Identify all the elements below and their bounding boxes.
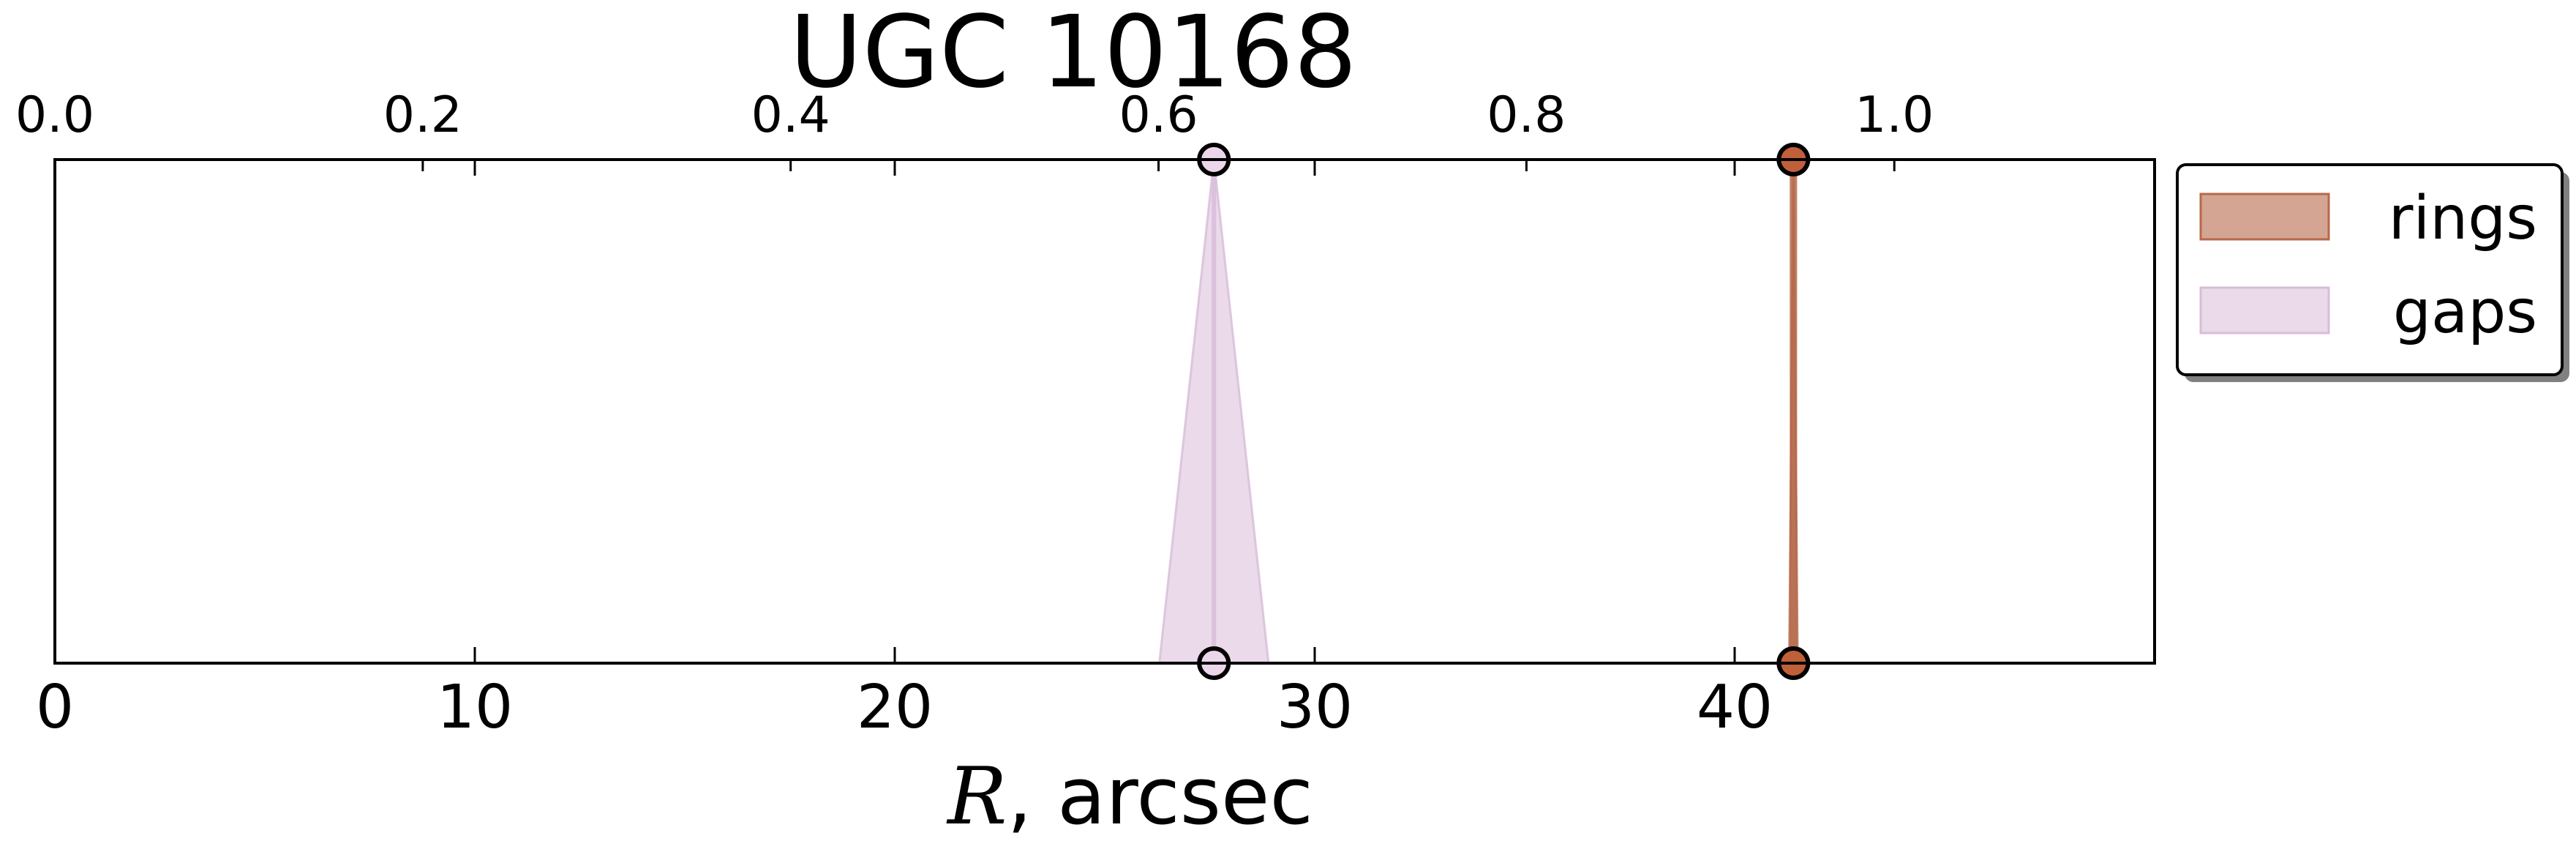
bottom-axis: 0 10 20 30 40	[36, 160, 1773, 742]
top-tick-label: 1.0	[1855, 86, 1934, 144]
legend-label-rings: rings	[2389, 184, 2537, 253]
plot-area: 0 10 20 30 40 0.0 0.2 0.4 0.6 0.8 1.0	[15, 86, 2156, 742]
top-tick-label: 0.0	[15, 86, 94, 144]
legend-entries: rings gaps	[2199, 184, 2537, 347]
legend-swatch-rings	[2199, 193, 2330, 241]
plot-frame-bg	[55, 160, 2155, 663]
plot-frame	[53, 158, 2156, 665]
chart-title: UGC 10168	[789, 0, 1357, 111]
top-axis: 0.0 0.2 0.4 0.6 0.8 1.0	[15, 86, 1934, 171]
x-tick-label: 20	[857, 673, 933, 742]
top-tick-label: 0.4	[751, 86, 830, 144]
x-tick-label: 30	[1277, 673, 1353, 742]
top-tick-label: 0.6	[1119, 86, 1198, 144]
x-axis-label: R, arcsec	[946, 751, 1313, 842]
x-axis-label-unit: , arcsec	[1007, 751, 1313, 842]
x-tick-label: 40	[1697, 673, 1773, 742]
legend-label-gaps: gaps	[2393, 277, 2537, 347]
x-axis-label-symbol: R	[946, 751, 1007, 842]
legend: rings gaps	[2176, 163, 2569, 382]
legend-swatch-gaps	[2199, 286, 2330, 335]
top-tick-label: 0.2	[383, 86, 462, 144]
x-tick-label: 0	[36, 673, 74, 742]
top-tick-label: 0.8	[1487, 86, 1566, 144]
x-tick-label: 10	[437, 673, 513, 742]
